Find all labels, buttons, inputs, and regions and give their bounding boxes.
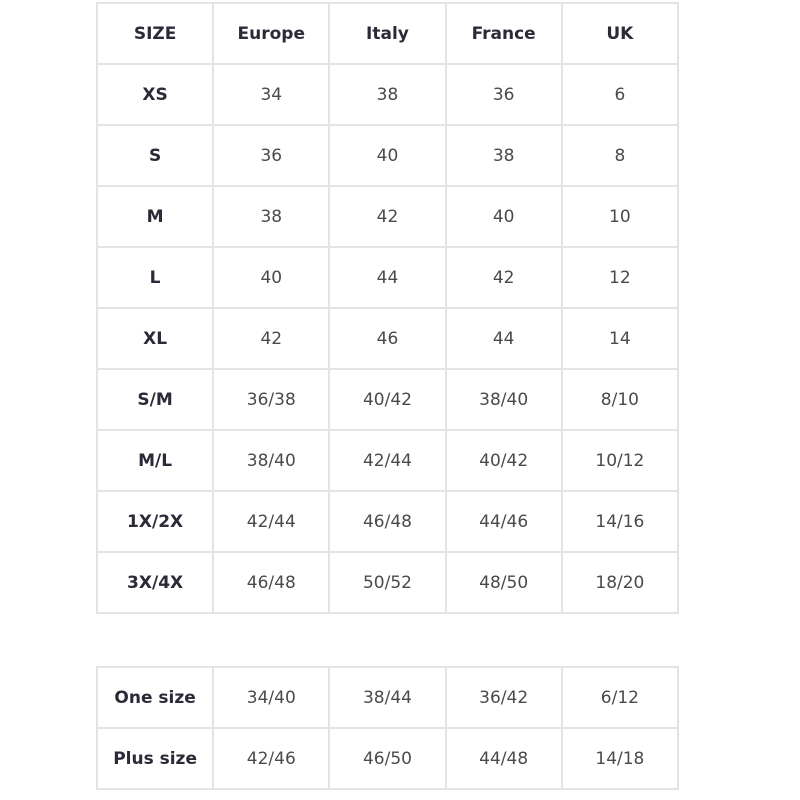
- size-value: 46/48: [212, 551, 331, 614]
- size-value: 44/46: [444, 490, 563, 553]
- size-value: 14/16: [560, 490, 680, 553]
- size-value: 38: [328, 63, 447, 126]
- table-row: M/L 38/40 42/44 40/42 10/12: [95, 429, 680, 492]
- size-value: 18/20: [560, 551, 680, 614]
- size-value: 36: [444, 63, 563, 126]
- size-value: 42/44: [212, 490, 331, 553]
- size-label: L: [95, 246, 215, 309]
- size-value: 36/42: [444, 666, 563, 729]
- size-value: 42: [444, 246, 563, 309]
- column-header: France: [444, 2, 563, 65]
- size-value: 38/44: [328, 666, 447, 729]
- size-value: 34/40: [212, 666, 331, 729]
- size-value: 14: [560, 307, 680, 370]
- size-value: 38: [212, 185, 331, 248]
- column-header: SIZE: [95, 2, 215, 65]
- size-value: 38/40: [212, 429, 331, 492]
- size-value: 36/38: [212, 368, 331, 431]
- size-value: 40: [212, 246, 331, 309]
- table-row: S 36 40 38 8: [95, 124, 680, 187]
- table-row: Plus size 42/46 46/50 44/48 14/18: [95, 727, 680, 790]
- size-label: 1X/2X: [95, 490, 215, 553]
- size-label: S: [95, 124, 215, 187]
- size-value: 10: [560, 185, 680, 248]
- table-row: S/M 36/38 40/42 38/40 8/10: [95, 368, 680, 431]
- column-header: Italy: [328, 2, 447, 65]
- size-value: 48/50: [444, 551, 563, 614]
- size-label: M/L: [95, 429, 215, 492]
- size-value: 6: [560, 63, 680, 126]
- column-header: Europe: [212, 2, 331, 65]
- table-row: M 38 42 40 10: [95, 185, 680, 248]
- size-value: 44: [328, 246, 447, 309]
- size-value: 14/18: [560, 727, 680, 790]
- size-value: 42/44: [328, 429, 447, 492]
- special-size-table: One size 34/40 38/44 36/42 6/12 Plus size 42/4…: [95, 666, 680, 790]
- size-value: 42: [328, 185, 447, 248]
- size-value: 42/46: [212, 727, 331, 790]
- table-row: 1X/2X 42/44 46/48 44/46 14/16: [95, 490, 680, 553]
- size-value: 40: [444, 185, 563, 248]
- size-value: 36: [212, 124, 331, 187]
- size-value: 46/50: [328, 727, 447, 790]
- table-row: XS 34 38 36 6: [95, 63, 680, 126]
- size-value: 8: [560, 124, 680, 187]
- size-label: XL: [95, 307, 215, 370]
- size-value: 38/40: [444, 368, 563, 431]
- size-value: 6/12: [560, 666, 680, 729]
- table-row: XL 42 46 44 14: [95, 307, 680, 370]
- size-value: 42: [212, 307, 331, 370]
- size-label: M: [95, 185, 215, 248]
- size-value: 10/12: [560, 429, 680, 492]
- size-label: Plus size: [95, 727, 215, 790]
- table-row: 3X/4X 46/48 50/52 48/50 18/20: [95, 551, 680, 614]
- header-row: SIZE Europe Italy France UK: [95, 2, 680, 65]
- size-value: 40: [328, 124, 447, 187]
- size-label: 3X/4X: [95, 551, 215, 614]
- size-label: S/M: [95, 368, 215, 431]
- size-value: 40/42: [444, 429, 563, 492]
- size-value: 44: [444, 307, 563, 370]
- table-row: L 40 44 42 12: [95, 246, 680, 309]
- table-row: One size 34/40 38/44 36/42 6/12: [95, 666, 680, 729]
- column-header: UK: [560, 2, 680, 65]
- size-label: XS: [95, 63, 215, 126]
- size-value: 46: [328, 307, 447, 370]
- size-value: 12: [560, 246, 680, 309]
- size-value: 50/52: [328, 551, 447, 614]
- size-value: 44/48: [444, 727, 563, 790]
- size-value: 8/10: [560, 368, 680, 431]
- size-conversion-table: SIZE Europe Italy France UK XS 34 38 36 6 S 36 40 38…: [95, 2, 680, 614]
- size-value: 34: [212, 63, 331, 126]
- size-value: 40/42: [328, 368, 447, 431]
- size-value: 38: [444, 124, 563, 187]
- size-value: 46/48: [328, 490, 447, 553]
- size-label: One size: [95, 666, 215, 729]
